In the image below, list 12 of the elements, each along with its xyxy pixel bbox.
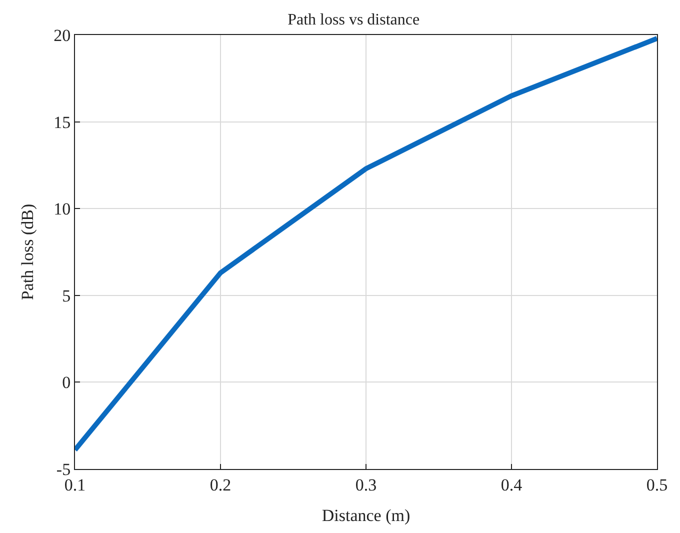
x-tick-label: 0.3 xyxy=(355,475,377,494)
y-tick-label: 0 xyxy=(62,373,71,392)
y-tick-label: 5 xyxy=(62,286,71,306)
y-tick-label: 20 xyxy=(54,26,71,45)
x-tick-label: 0.4 xyxy=(500,475,523,494)
chart-title: Path loss vs distance xyxy=(288,12,420,29)
y-tick-label: 10 xyxy=(54,200,71,219)
x-axis-title: Distance (m) xyxy=(322,506,410,525)
x-tick-label: 0.2 xyxy=(210,475,232,494)
x-tick-label: 0.5 xyxy=(646,475,668,494)
y-tick-label: 15 xyxy=(54,112,71,132)
y-axis-title: Path loss (dB) xyxy=(18,204,38,300)
